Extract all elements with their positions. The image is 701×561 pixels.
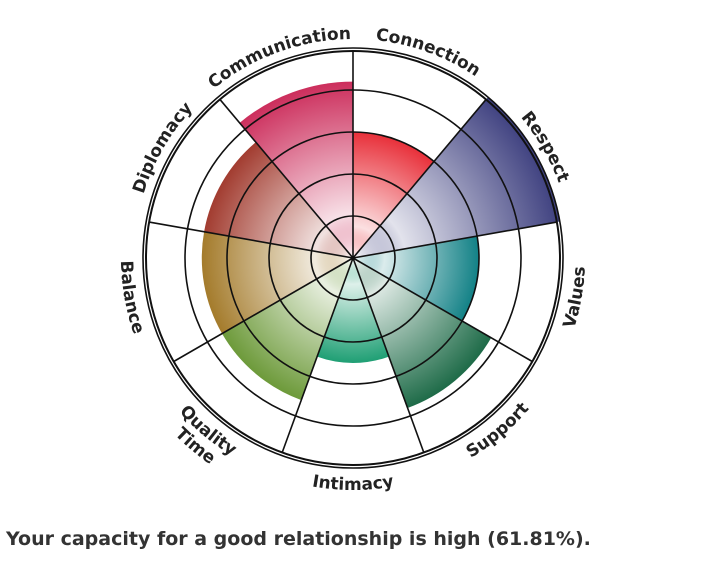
wheel-sectors (201, 81, 560, 408)
sector-support (353, 258, 492, 408)
sector-respect (353, 97, 560, 258)
grid-spoke (352, 257, 533, 363)
grid-spoke (281, 257, 354, 453)
grid-spoke (352, 257, 425, 453)
sector-quality-time (222, 258, 353, 401)
result-text: Your capacity for a good relationship is… (6, 528, 591, 550)
sector-values (353, 236, 480, 321)
svg-text:Connection: Connection (375, 25, 484, 81)
label-values: Values (560, 266, 590, 331)
grid-spoke (173, 257, 354, 363)
svg-text:Diplomacy: Diplomacy (129, 98, 197, 195)
label-intimacy: Intimacy (311, 472, 395, 495)
svg-text:Intimacy: Intimacy (311, 472, 395, 495)
label-communication: Communication (204, 24, 351, 93)
grid-spoke (352, 221, 557, 259)
svg-text:Communication: Communication (204, 24, 351, 93)
label-diplomacy: Diplomacy (129, 98, 197, 195)
wheel-grid (142, 47, 564, 469)
relationship-wheel-chart: ConnectionRespectValuesSupportIntimacyQu… (116, 24, 590, 495)
sector-intimacy (317, 258, 389, 363)
grid-spoke (219, 98, 354, 259)
sector-balance (201, 231, 353, 334)
grid-spoke (149, 221, 354, 259)
sector-communication (239, 81, 353, 258)
sector-connection (353, 132, 434, 258)
label-connection: Connection (375, 25, 484, 81)
svg-text:Values: Values (560, 266, 590, 331)
grid-spoke (352, 98, 487, 259)
grid-ring (142, 47, 564, 469)
sector-diplomacy (204, 142, 353, 258)
